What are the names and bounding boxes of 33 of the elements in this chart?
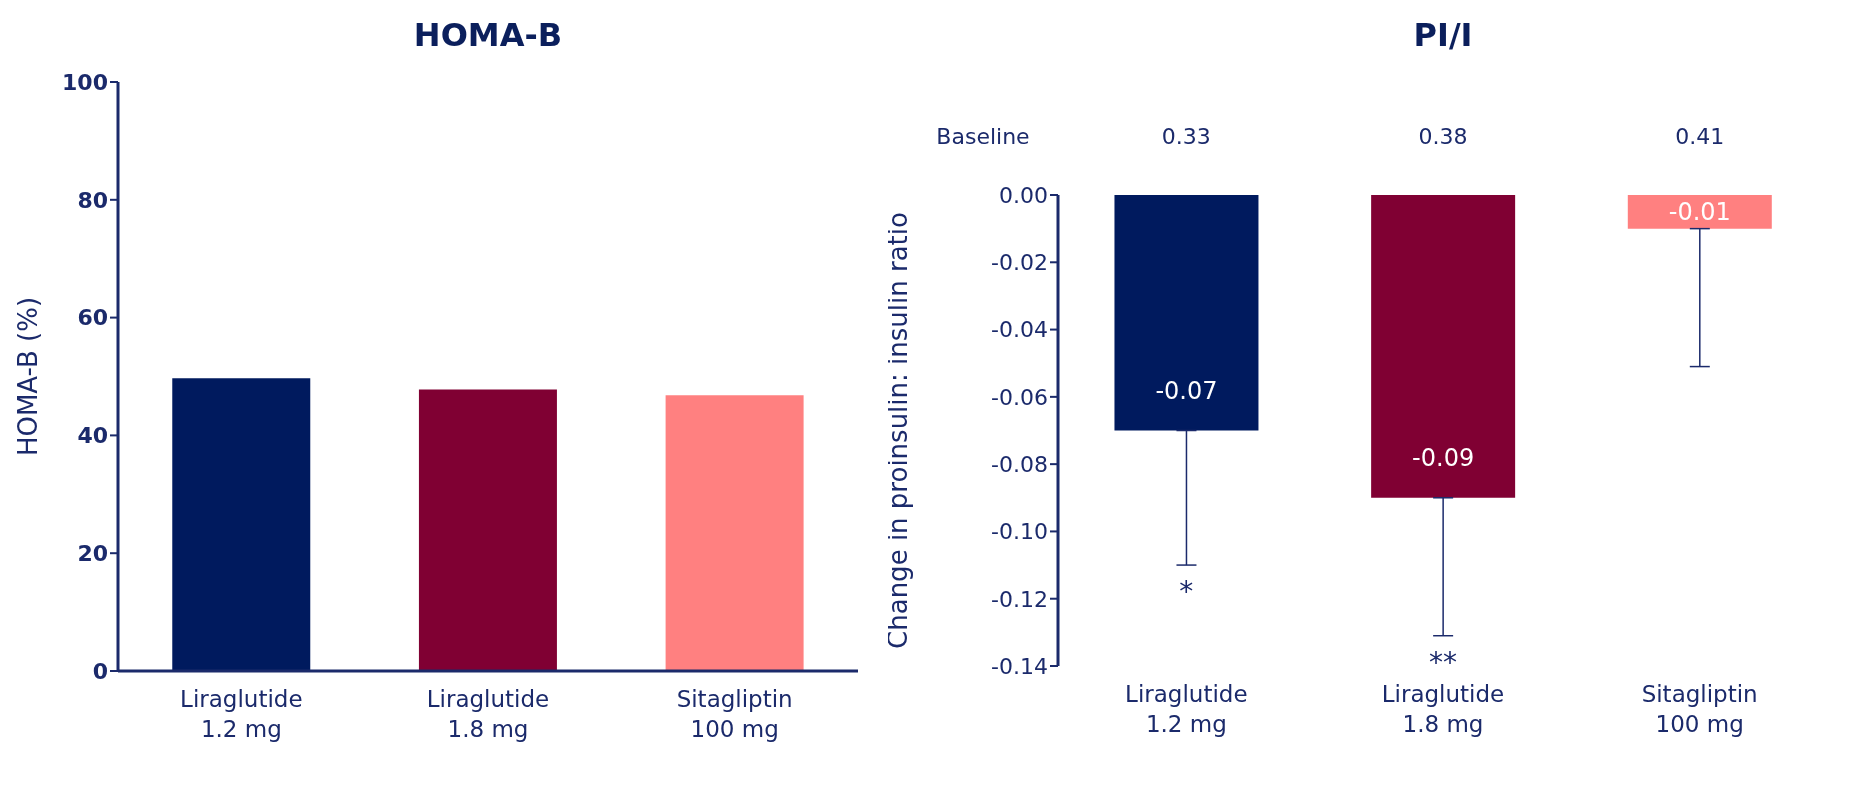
x-tick-label: Liraglutide 1.2 mg — [180, 686, 303, 742]
data-label: -0.01 — [1668, 197, 1731, 226]
text: 0.33 — [1160, 124, 1212, 149]
y-tick-label: 80 — [77, 187, 108, 213]
x-tick-label: Liraglutide 1.8 mg — [426, 686, 550, 742]
text: 0.41 — [1674, 124, 1726, 149]
x-tick-label: Liraglutide 1.8 mg — [1381, 681, 1505, 737]
y-tick-label: -0.02 — [991, 250, 1048, 276]
y-tick-label: 100 — [62, 69, 108, 95]
y-tick-label: -0.08 — [991, 451, 1048, 477]
text: 0.38 — [1417, 124, 1469, 149]
y-axis-title: Change in proinsulin: insulin ratio — [883, 212, 914, 649]
data-label: -0.07 — [1155, 376, 1218, 405]
y-tick-label: 60 — [77, 305, 108, 331]
y-tick-label: 40 — [77, 423, 108, 449]
y-tick-label: 20 — [77, 541, 108, 567]
y-axis-title: HOMA-B (%) — [13, 296, 44, 457]
annotation: ** — [1429, 645, 1457, 679]
y-tick-label: -0.04 — [991, 317, 1048, 343]
y-tick-label: -0.06 — [991, 384, 1048, 410]
x-tick-label: Sitagliptin 100 mg — [1641, 681, 1758, 737]
data-label: -0.09 — [1412, 443, 1475, 472]
chart-title: PI/I — [1412, 16, 1474, 54]
chart-title: HOMA-B — [412, 16, 564, 54]
y-tick-label: -0.14 — [991, 653, 1048, 679]
y-tick-label: 0 — [92, 658, 108, 684]
x-tick-label: Liraglutide 1.2 mg — [1125, 681, 1248, 737]
x-tick-label: Sitagliptin 100 mg — [676, 686, 793, 742]
text: Baseline — [935, 124, 1031, 149]
y-tick-label: 0.00 — [999, 182, 1048, 208]
annotation: * — [1179, 575, 1194, 609]
y-tick-label: -0.12 — [991, 586, 1048, 612]
y-tick-label: -0.10 — [991, 519, 1048, 545]
